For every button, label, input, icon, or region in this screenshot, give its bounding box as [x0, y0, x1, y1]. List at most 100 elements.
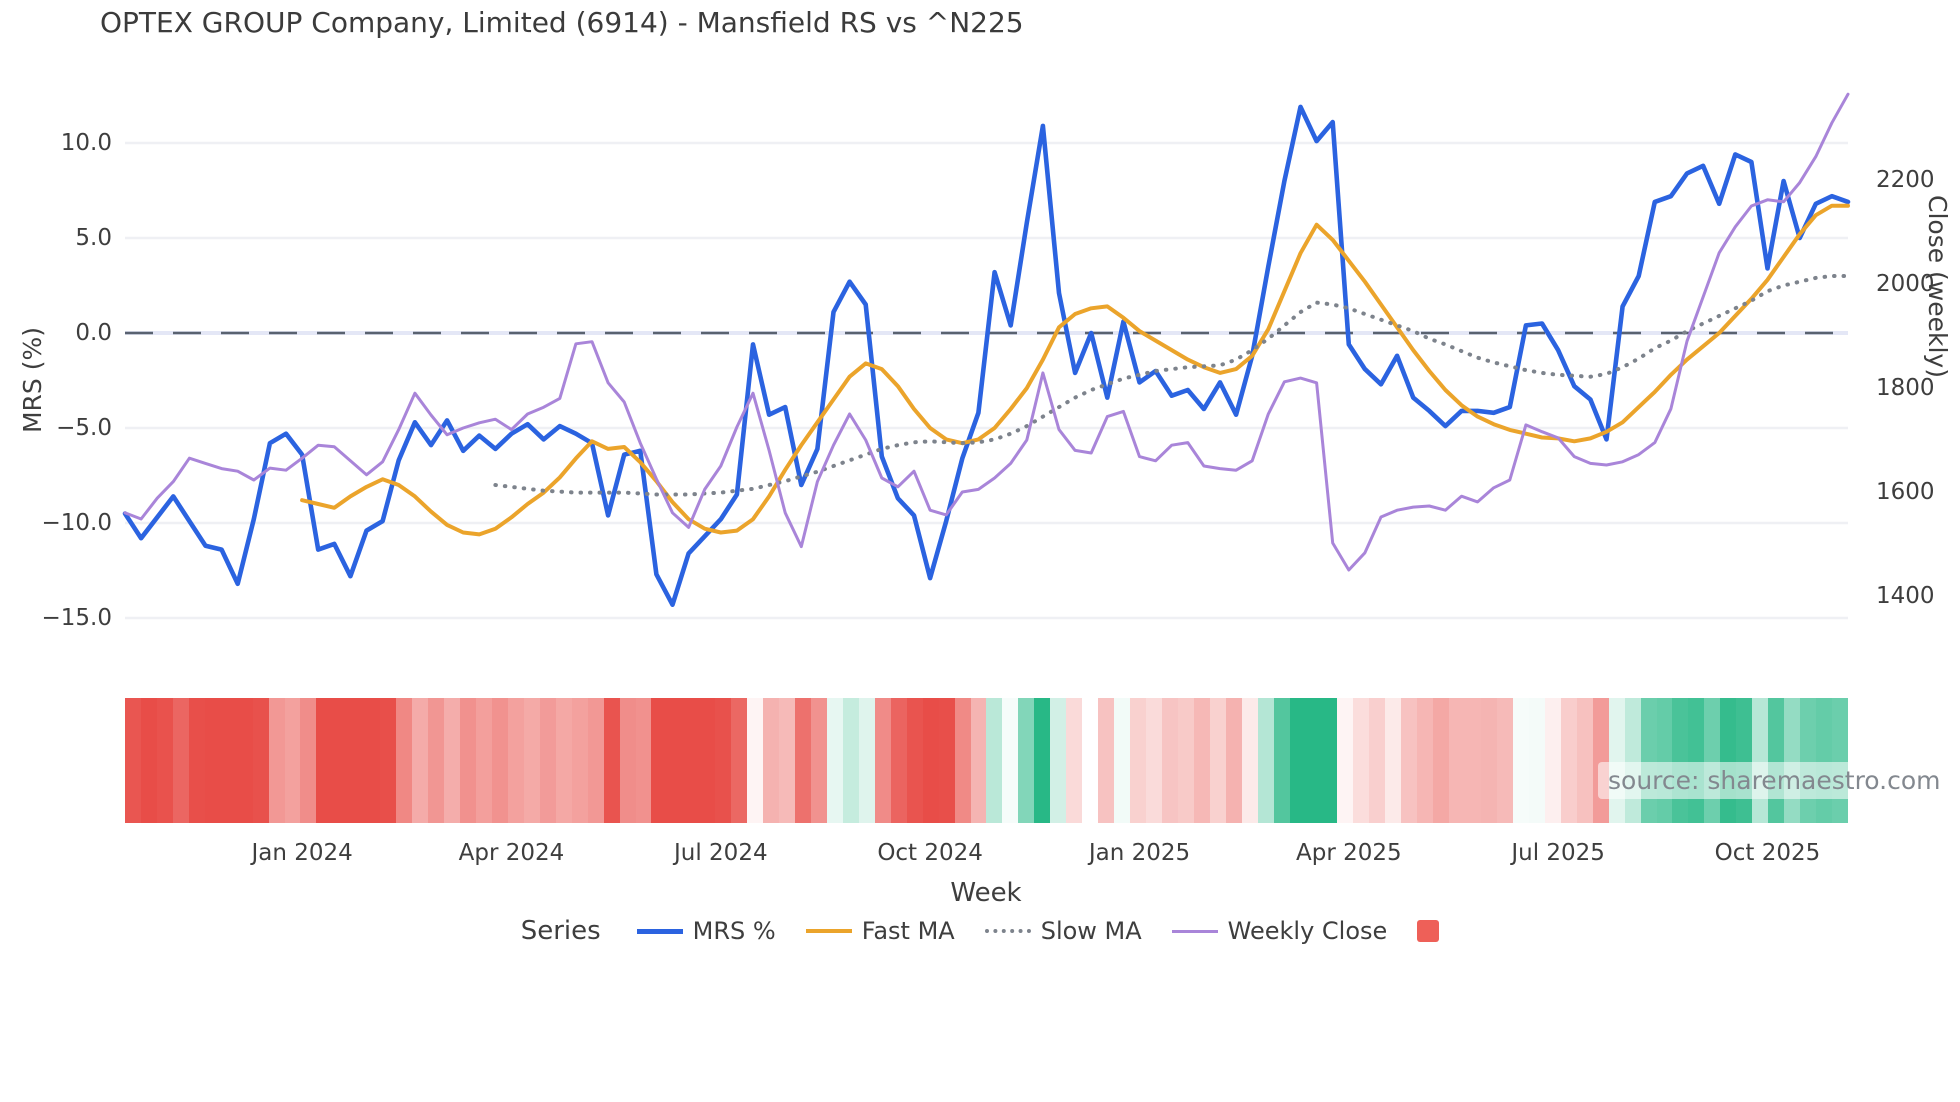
heatmap-week-cell: [444, 698, 461, 823]
heatmap-week-cell: [1752, 698, 1769, 823]
heatmap-week-cell: [667, 698, 684, 823]
right-axis-tick: 2200: [1876, 167, 1935, 193]
heatmap-week-cell: [236, 698, 253, 823]
heatmap-week-cell: [1640, 698, 1657, 823]
series-line-slow-ma: [493, 274, 1850, 497]
heatmap-week-cell: [316, 698, 333, 823]
heatmap-week-cell: [1592, 698, 1609, 823]
heatmap-week-cell: [475, 698, 492, 823]
x-axis-tick: Apr 2025: [1295, 840, 1402, 866]
heatmap-week-cell: [188, 698, 205, 823]
legend-item-label: Fast MA: [861, 917, 955, 945]
heatmap-week-cell: [1481, 698, 1497, 823]
heatmap-week-cell: [460, 698, 476, 823]
heatmap-week-cell: [364, 698, 381, 823]
legend-item-label: MRS %: [692, 917, 776, 945]
heatmap-week-cell: [1289, 698, 1306, 823]
heatmap-week-cell: [1831, 698, 1848, 823]
heatmap-week-cell: [842, 698, 859, 823]
heatmap-week-cell: [715, 698, 732, 823]
left-axis-tick: −15.0: [41, 605, 112, 631]
heatmap-week-cell: [1337, 698, 1354, 823]
legend-swatch-line-icon: [636, 928, 683, 934]
right-axis-tick: 1800: [1876, 375, 1935, 401]
heatmap-week-cell: [1704, 698, 1721, 823]
heatmap-week-cell: [380, 698, 397, 823]
heatmap-week-cell: [954, 698, 971, 823]
legend-swatch-line-icon: [805, 929, 852, 933]
heatmap-week-cell: [747, 698, 764, 823]
chart-title: OPTEX GROUP Company, Limited (6914) - Ma…: [100, 6, 1024, 39]
heatmap-week-cell: [1672, 698, 1689, 823]
heatmap-week-cell: [1465, 698, 1482, 823]
heatmap-week-cell: [204, 698, 221, 823]
right-axis-tick: 1600: [1876, 479, 1935, 505]
heatmap-week-cell: [795, 698, 811, 823]
heatmap-week-cell: [1002, 698, 1019, 823]
heatmap-week-cell: [1417, 698, 1434, 823]
heatmap-week-cell: [1225, 698, 1242, 823]
heatmap-week-cell: [555, 698, 572, 823]
heatmap-week-cell: [1193, 698, 1210, 823]
series-line-mrs-: [122, 104, 1851, 607]
heatmap-week-cell: [938, 698, 955, 823]
heatmap-week-cell: [1034, 698, 1051, 823]
heatmap-week-cell: [635, 698, 652, 823]
heatmap-week-cell: [1576, 698, 1593, 823]
legend-item-weekly-close[interactable]: Weekly Close: [1171, 917, 1388, 945]
legend-swatch-dotted-line-icon: [984, 929, 1031, 933]
heatmap-week-cell: [1736, 698, 1753, 823]
heatmap-week-cell: [1114, 698, 1131, 823]
left-axis-tick: −5.0: [56, 415, 112, 441]
heatmap-week-cell: [603, 698, 620, 823]
legend-item-label: Slow MA: [1040, 917, 1142, 945]
legend-red-square-icon: [1417, 920, 1440, 942]
legend-item-mrs-[interactable]: MRS %: [636, 917, 776, 945]
heatmap-week-cell: [858, 698, 875, 823]
heatmap-week-cell: [619, 698, 636, 823]
x-axis-tick: Oct 2024: [877, 840, 983, 866]
heatmap-week-cell: [1321, 698, 1338, 823]
heatmap-week-cell: [826, 698, 843, 823]
heatmap-week-cell: [172, 698, 189, 823]
heatmap-week-cell: [906, 698, 923, 823]
heatmap-week-cell: [986, 698, 1003, 823]
heatmap-week-cell: [412, 698, 429, 823]
heatmap-week-cell: [1369, 698, 1386, 823]
legend-item-fast-ma[interactable]: Fast MA: [805, 917, 955, 945]
heatmap-week-cell: [396, 698, 413, 823]
heatmap-week-cell: [1433, 698, 1450, 823]
heatmap-week-cell: [428, 698, 445, 823]
heatmap-week-cell: [1385, 698, 1402, 823]
left-axis-tick: 0.0: [75, 320, 112, 346]
legend-item-slow-ma[interactable]: Slow MA: [984, 917, 1142, 945]
heatmap-week-cell: [220, 698, 237, 823]
heatmap-week-cell: [284, 698, 301, 823]
heatmap-week-cell: [779, 698, 796, 823]
heatmap-week-cell: [252, 698, 269, 823]
heatmap-week-cell: [1018, 698, 1035, 823]
heatmap-week-cell: [1560, 698, 1577, 823]
x-axis-tick: Jul 2025: [1511, 840, 1605, 866]
heatmap-week-cell: [1241, 698, 1258, 823]
source-watermark: source: sharemaestro.com: [1598, 762, 1951, 799]
heatmap-week-cell: [1401, 698, 1418, 823]
heatmap-week-cell: [1768, 698, 1785, 823]
heatmap-week-cell: [922, 698, 939, 823]
legend-swatch-line-icon: [1171, 929, 1218, 933]
heatmap-week-cell: [587, 698, 604, 823]
heatmap-week-cell: [156, 698, 173, 823]
right-axis-tick: 2000: [1876, 271, 1935, 297]
heatmap-week-cell: [699, 698, 716, 823]
heatmap-week-cell: [1273, 698, 1290, 823]
legend-item-label: Weekly Close: [1227, 917, 1388, 945]
x-axis-tick: Jan 2025: [1088, 840, 1191, 866]
left-axis-tick: 5.0: [75, 225, 112, 251]
heatmap-week-cell: [1050, 698, 1067, 823]
legend-title: Series: [520, 916, 601, 946]
heatmap-week-cell: [1082, 698, 1099, 823]
heatmap-week-cell: [1098, 698, 1115, 823]
heatmap-week-cell: [731, 698, 748, 823]
heatmap-week-cell: [970, 698, 987, 823]
heatmap-week-cell: [1784, 698, 1801, 823]
